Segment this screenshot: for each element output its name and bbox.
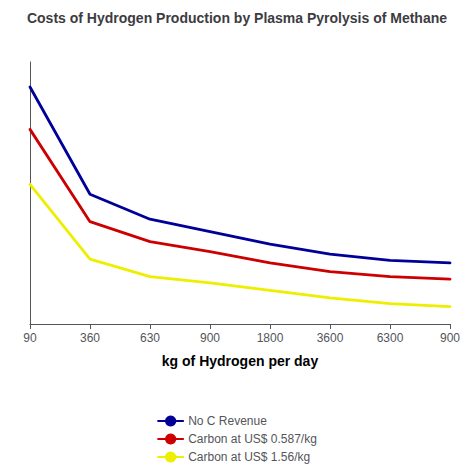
svg-text:360: 360 [80, 331, 100, 345]
svg-text:3600: 3600 [317, 331, 344, 345]
svg-text:No C Revenue: No C Revenue [188, 414, 267, 428]
svg-text:kg of Hydrogen per day: kg of Hydrogen per day [162, 353, 319, 369]
svg-text:900: 900 [200, 331, 220, 345]
svg-text:630: 630 [140, 331, 160, 345]
svg-text:Carbon at US$ 1.56/kg: Carbon at US$ 1.56/kg [188, 450, 310, 464]
svg-text:90: 90 [23, 331, 37, 345]
svg-text:1800: 1800 [257, 331, 284, 345]
svg-text:Carbon at US$ 0.587/kg: Carbon at US$ 0.587/kg [188, 432, 317, 446]
svg-text:6300: 6300 [377, 331, 404, 345]
svg-text:900: 900 [440, 331, 460, 345]
svg-text:Costs of Hydrogen Production b: Costs of Hydrogen Production by Plasma P… [27, 10, 447, 26]
